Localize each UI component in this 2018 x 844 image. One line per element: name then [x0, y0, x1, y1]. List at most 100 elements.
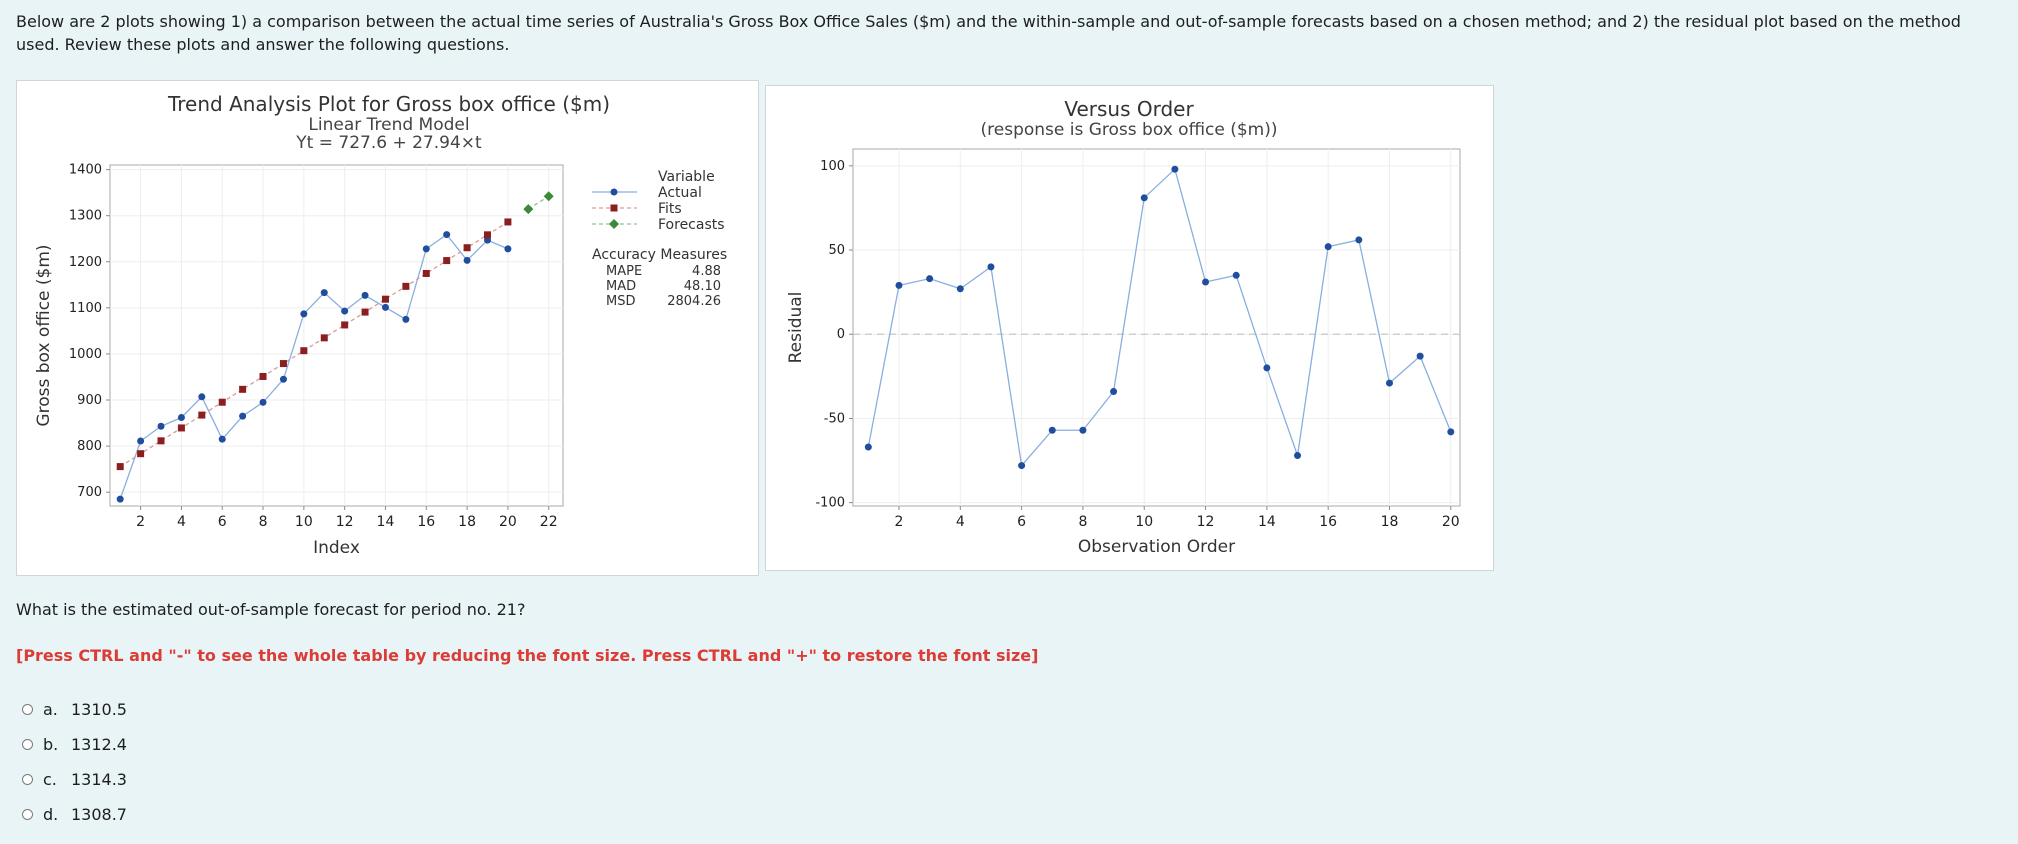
- data-point-fits: [300, 347, 308, 355]
- residual-point: [1202, 278, 1210, 286]
- x-tick-label: 12: [1197, 514, 1215, 530]
- data-point-fits: [239, 385, 247, 393]
- residual-chart-svg: Versus Order(response is Gross box offic…: [786, 97, 1461, 557]
- residual-point: [1140, 194, 1148, 202]
- x-tick-label: 18: [1381, 514, 1399, 530]
- data-point-actual: [402, 315, 410, 323]
- plot-area: [109, 164, 564, 507]
- option-letter: a.: [43, 700, 58, 719]
- data-point-actual: [300, 310, 308, 318]
- plot-area: [852, 148, 1461, 507]
- y-tick-label: 1000: [69, 347, 102, 362]
- residual-point: [1385, 379, 1393, 387]
- residual-point: [1416, 352, 1424, 360]
- y-tick-label: -100: [815, 496, 845, 511]
- data-point-actual: [157, 422, 165, 430]
- data-point-fits: [177, 424, 185, 432]
- residual-point: [926, 275, 934, 283]
- radio-button[interactable]: [22, 739, 33, 750]
- accuracy-label: MSD: [606, 294, 635, 309]
- trend-analysis-plot: Trend Analysis Plot for Gross box office…: [16, 80, 759, 576]
- x-axis-label: Observation Order: [1078, 537, 1235, 557]
- option-letter: d.: [43, 805, 59, 824]
- radio-button[interactable]: [22, 704, 33, 715]
- data-point-fits: [116, 463, 124, 471]
- series-line-actual: [119, 233, 509, 500]
- option-c[interactable]: c. 1314.3: [22, 762, 127, 797]
- residual-point: [1355, 236, 1363, 244]
- option-text: 1308.7: [71, 805, 127, 824]
- x-tick-label: 14: [1258, 514, 1276, 530]
- x-tick-label: 4: [177, 514, 186, 530]
- x-axis-label: Index: [313, 538, 360, 558]
- legend-entry: Actual: [658, 185, 702, 201]
- x-tick-label: 20: [499, 514, 517, 530]
- x-tick-label: 16: [417, 514, 435, 530]
- data-point-actual: [177, 414, 185, 422]
- residual-point: [956, 285, 964, 293]
- radio-button[interactable]: [22, 809, 33, 820]
- y-tick-label: 100: [820, 159, 845, 174]
- x-tick-label: 4: [956, 514, 965, 530]
- option-b[interactable]: b. 1312.4: [22, 727, 127, 762]
- data-point-fits: [504, 218, 512, 226]
- data-point-fits: [341, 321, 349, 329]
- y-axis-label: Residual: [786, 292, 806, 364]
- option-a[interactable]: a. 1310.5: [22, 692, 127, 727]
- data-point-actual: [239, 412, 247, 420]
- question-text: What is the estimated out-of-sample fore…: [16, 600, 526, 619]
- residual-versus-order-plot: Versus Order (response is Gross box offic…: [765, 85, 1494, 571]
- residual-point: [864, 443, 872, 451]
- trend-equation: Yt = 727.6 + 27.94×t: [295, 133, 482, 153]
- data-point-fits: [484, 231, 491, 239]
- residual-point: [987, 263, 995, 271]
- chart-title: Trend Analysis Plot for Gross box office…: [167, 92, 610, 116]
- legend-entry: Forecasts: [658, 217, 725, 233]
- accuracy-value: 2804.26: [667, 294, 721, 309]
- legend-marker: [610, 204, 618, 212]
- legend-marker: [610, 188, 618, 196]
- residual-point: [895, 281, 903, 289]
- y-tick-label: -50: [824, 411, 845, 426]
- data-point-forecasts: [543, 191, 554, 202]
- radio-button[interactable]: [22, 774, 33, 785]
- chart-title: Versus Order: [1064, 97, 1194, 121]
- data-point-actual: [443, 231, 451, 239]
- chart-subtitle: (response is Gross box office ($m)): [981, 120, 1278, 140]
- data-point-fits: [259, 372, 267, 380]
- residual-point: [1110, 387, 1118, 395]
- x-tick-label: 20: [1442, 514, 1460, 530]
- data-point-fits: [279, 360, 287, 368]
- data-point-actual: [463, 256, 471, 264]
- data-point-actual: [137, 437, 145, 445]
- y-tick-label: 900: [77, 393, 102, 408]
- accuracy-value: 4.88: [692, 264, 721, 279]
- data-point-fits: [361, 308, 369, 316]
- y-tick-label: 700: [77, 485, 102, 500]
- data-point-fits: [320, 334, 328, 342]
- data-point-actual: [116, 495, 124, 503]
- y-tick-label: 0: [837, 327, 845, 342]
- x-tick-label: 2: [895, 514, 904, 530]
- residual-point: [1263, 364, 1271, 372]
- data-point-fits: [381, 295, 389, 303]
- data-point-actual: [259, 398, 267, 406]
- data-point-fits: [218, 398, 226, 406]
- option-letter: b.: [43, 735, 59, 754]
- option-d[interactable]: d. 1308.7: [22, 797, 127, 832]
- accuracy-label: MAD: [606, 279, 636, 294]
- x-tick-label: 14: [377, 514, 395, 530]
- instructions-text: Below are 2 plots showing 1) a compariso…: [16, 12, 1961, 54]
- residual-point: [1079, 426, 1087, 434]
- data-point-actual: [341, 307, 349, 315]
- residual-point: [1048, 426, 1056, 434]
- x-tick-label: 6: [218, 514, 227, 530]
- x-tick-label: 12: [336, 514, 354, 530]
- legend-title: Variable: [658, 169, 715, 185]
- y-tick-label: 1200: [69, 255, 102, 270]
- y-axis-label: Gross box office ($m): [34, 244, 54, 426]
- data-point-fits: [157, 437, 165, 445]
- x-tick-label: 22: [540, 514, 558, 530]
- data-point-forecasts: [523, 204, 534, 215]
- data-point-actual: [484, 236, 491, 244]
